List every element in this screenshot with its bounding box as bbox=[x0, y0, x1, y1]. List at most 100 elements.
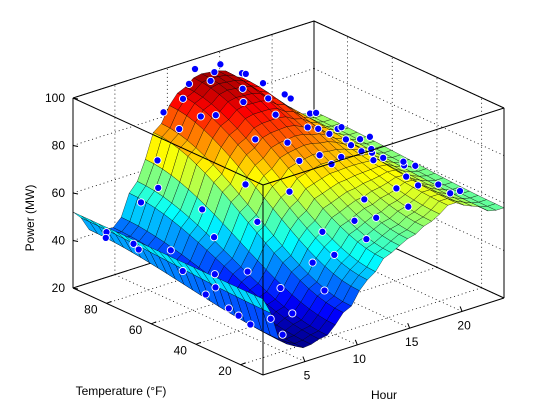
data-point bbox=[251, 135, 260, 144]
data-point bbox=[392, 184, 401, 193]
y-tick-label: 80 bbox=[84, 302, 98, 316]
data-point bbox=[402, 172, 411, 181]
data-point bbox=[210, 233, 219, 242]
x-tick bbox=[354, 339, 358, 346]
data-point bbox=[258, 79, 268, 88]
data-point bbox=[312, 108, 321, 117]
data-point bbox=[190, 64, 200, 74]
data-point bbox=[337, 152, 346, 162]
data-point bbox=[264, 94, 273, 103]
data-point bbox=[278, 330, 287, 339]
data-point bbox=[455, 186, 465, 196]
grid-line bbox=[313, 20, 505, 109]
data-point bbox=[337, 123, 346, 132]
data-point bbox=[404, 202, 413, 211]
data-point bbox=[315, 151, 324, 160]
data-point bbox=[283, 138, 292, 147]
data-point bbox=[341, 135, 350, 144]
data-point bbox=[399, 157, 408, 166]
z-axis-label: Power (MW) bbox=[23, 185, 37, 252]
data-point bbox=[330, 250, 339, 259]
data-point bbox=[346, 141, 356, 150]
data-point bbox=[196, 112, 205, 121]
axes-front-box bbox=[72, 97, 505, 376]
data-point bbox=[210, 68, 219, 77]
data-point bbox=[271, 110, 280, 119]
y-tick bbox=[195, 341, 202, 345]
data-point bbox=[320, 286, 329, 295]
data-point bbox=[101, 233, 110, 242]
data-point bbox=[166, 246, 175, 255]
data-point bbox=[241, 180, 250, 189]
data-point bbox=[136, 198, 146, 207]
data-point bbox=[241, 69, 250, 78]
power-surface bbox=[72, 70, 505, 348]
data-point bbox=[434, 180, 443, 189]
data-point bbox=[360, 195, 369, 204]
data-points bbox=[101, 60, 465, 339]
data-point bbox=[411, 161, 420, 170]
data-point bbox=[243, 267, 252, 276]
x-tick-label: 15 bbox=[405, 335, 419, 349]
data-point bbox=[414, 181, 423, 190]
z-tick bbox=[72, 145, 79, 147]
x-tick-label: 20 bbox=[457, 318, 471, 332]
axis-ticks bbox=[72, 97, 463, 366]
data-point bbox=[201, 290, 210, 299]
tick-labels: 20 40 60 80 100 5 10 15 20 20 40 60 80 bbox=[45, 91, 471, 383]
z-tick bbox=[72, 192, 79, 195]
data-point bbox=[280, 90, 289, 99]
data-point bbox=[216, 60, 225, 69]
data-point bbox=[239, 97, 248, 107]
data-point bbox=[285, 187, 294, 196]
data-point bbox=[325, 129, 334, 138]
data-point bbox=[266, 314, 275, 323]
z-tick-label: 20 bbox=[52, 281, 66, 295]
z-tick-label: 60 bbox=[52, 186, 66, 200]
data-point bbox=[253, 217, 262, 226]
data-point bbox=[184, 79, 194, 88]
grid-line bbox=[313, 210, 505, 299]
data-point bbox=[134, 245, 143, 254]
data-point bbox=[210, 270, 219, 279]
data-point bbox=[369, 156, 378, 165]
data-point bbox=[206, 76, 215, 85]
x-tick-label: 5 bbox=[304, 369, 311, 383]
z-tick bbox=[72, 97, 79, 100]
data-point bbox=[365, 132, 374, 141]
data-point bbox=[379, 153, 388, 162]
y-axis-label: Temperature (°F) bbox=[76, 384, 167, 398]
grid-line bbox=[313, 68, 505, 156]
data-point bbox=[154, 183, 163, 192]
x-tick-label: 10 bbox=[353, 352, 367, 366]
x-tick bbox=[459, 306, 463, 312]
y-tick bbox=[240, 362, 246, 366]
data-point bbox=[129, 239, 138, 248]
data-point bbox=[308, 258, 317, 267]
data-point bbox=[362, 235, 371, 244]
data-point bbox=[314, 124, 323, 133]
x-axis-label: Hour bbox=[371, 388, 397, 402]
data-point bbox=[286, 94, 295, 103]
data-point bbox=[175, 124, 184, 134]
y-tick-label: 40 bbox=[174, 343, 188, 357]
box-edge bbox=[262, 297, 505, 376]
data-point bbox=[288, 309, 297, 318]
data-point bbox=[295, 156, 304, 165]
data-point bbox=[318, 227, 327, 236]
surface-facet bbox=[72, 211, 90, 222]
y-tick-label: 20 bbox=[218, 364, 232, 378]
box-edge bbox=[72, 20, 315, 99]
z-tick-label: 80 bbox=[52, 139, 66, 153]
data-point bbox=[178, 94, 188, 103]
y-tick bbox=[151, 321, 157, 325]
box-edge bbox=[72, 97, 264, 186]
z-tick bbox=[72, 287, 79, 290]
data-point bbox=[276, 283, 285, 293]
data-point bbox=[303, 123, 312, 132]
data-point bbox=[372, 213, 381, 222]
data-point bbox=[211, 111, 220, 120]
grid-line bbox=[114, 274, 306, 362]
data-point bbox=[238, 84, 247, 93]
